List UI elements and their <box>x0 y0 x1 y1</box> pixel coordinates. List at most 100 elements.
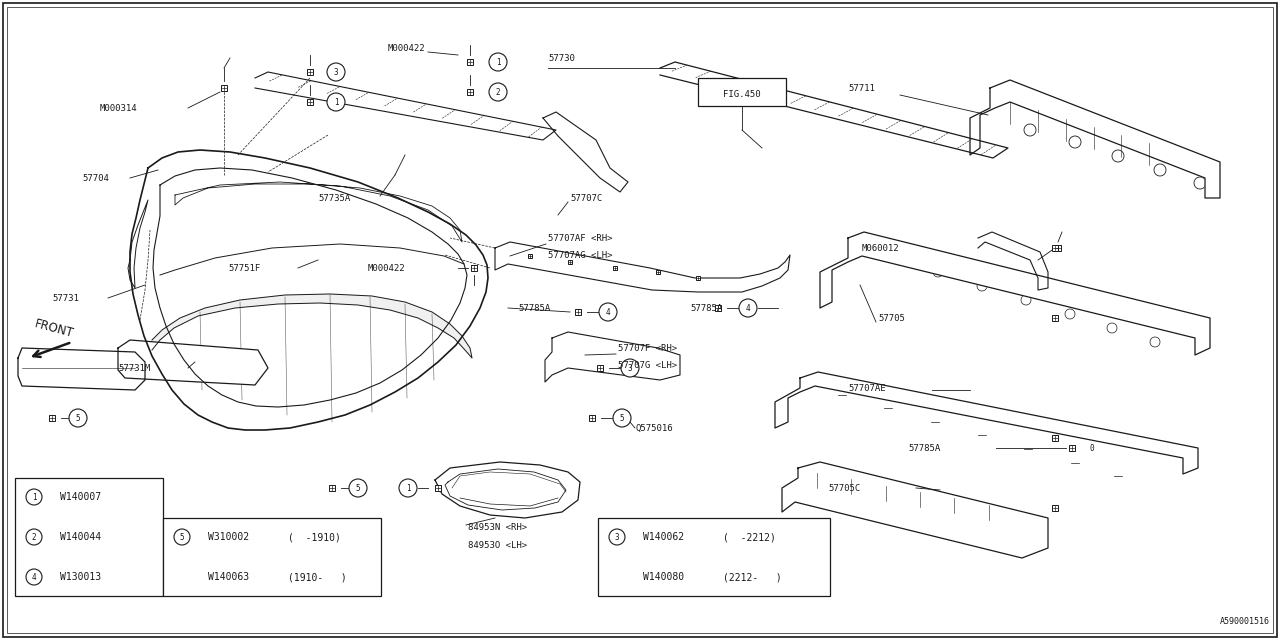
Bar <box>15 478 163 596</box>
Bar <box>575 309 581 315</box>
Polygon shape <box>131 150 488 430</box>
Bar <box>1052 316 1057 321</box>
Text: 1: 1 <box>406 483 411 493</box>
Text: 1: 1 <box>32 493 36 502</box>
Bar <box>435 485 440 491</box>
Circle shape <box>326 93 346 111</box>
Bar <box>1052 435 1057 441</box>
Bar <box>50 415 55 420</box>
Bar <box>598 518 829 596</box>
Text: 4: 4 <box>746 303 750 312</box>
Text: 5: 5 <box>179 532 184 541</box>
Text: 57735A: 57735A <box>317 193 351 202</box>
Text: 3: 3 <box>334 67 338 77</box>
Circle shape <box>174 529 189 545</box>
Circle shape <box>26 489 42 505</box>
Polygon shape <box>255 72 556 140</box>
Bar <box>307 99 314 105</box>
Text: (2212-   ): (2212- ) <box>723 572 782 582</box>
Text: FIG.450: FIG.450 <box>723 90 760 99</box>
Polygon shape <box>435 462 580 518</box>
Polygon shape <box>774 372 1198 474</box>
Bar <box>1055 245 1061 251</box>
Polygon shape <box>152 294 472 358</box>
Text: FRONT: FRONT <box>33 317 74 340</box>
Bar <box>613 266 617 270</box>
Text: 57707AG <LH>: 57707AG <LH> <box>548 250 613 259</box>
Text: 1: 1 <box>495 58 500 67</box>
Circle shape <box>739 299 756 317</box>
Text: 1: 1 <box>334 97 338 106</box>
Text: W130013: W130013 <box>60 572 101 582</box>
Bar <box>698 78 786 106</box>
Polygon shape <box>495 242 790 292</box>
Polygon shape <box>118 340 268 385</box>
Text: (1910-   ): (1910- ) <box>288 572 347 582</box>
Text: 57707AF <RH>: 57707AF <RH> <box>548 234 613 243</box>
Text: 57705: 57705 <box>878 314 905 323</box>
Bar <box>163 518 381 596</box>
Text: M060012: M060012 <box>861 243 900 253</box>
Text: 5: 5 <box>356 483 360 493</box>
Bar <box>589 415 595 420</box>
Bar <box>471 265 477 271</box>
Bar <box>329 485 334 491</box>
Text: 57705C: 57705C <box>828 483 860 493</box>
Polygon shape <box>18 348 145 390</box>
Polygon shape <box>660 62 1009 158</box>
Circle shape <box>489 83 507 101</box>
Text: 3: 3 <box>627 364 632 372</box>
Bar <box>1069 445 1075 451</box>
Polygon shape <box>543 112 628 192</box>
Text: M000314: M000314 <box>100 104 138 113</box>
Text: 57707F <RH>: 57707F <RH> <box>618 344 677 353</box>
Polygon shape <box>782 462 1048 558</box>
Text: 57731: 57731 <box>52 294 79 303</box>
Bar <box>598 365 603 371</box>
Circle shape <box>599 303 617 321</box>
Bar <box>568 260 572 264</box>
Text: (  -1910): ( -1910) <box>288 532 340 542</box>
Bar <box>655 269 660 275</box>
Text: W140007: W140007 <box>60 492 101 502</box>
Polygon shape <box>970 80 1220 198</box>
Text: 2: 2 <box>32 532 36 541</box>
Circle shape <box>609 529 625 545</box>
Circle shape <box>26 569 42 585</box>
Circle shape <box>69 409 87 427</box>
Text: 4: 4 <box>605 307 611 317</box>
Text: 57785A: 57785A <box>690 303 722 312</box>
Text: 5: 5 <box>76 413 81 422</box>
Text: 0: 0 <box>1089 444 1094 452</box>
Text: W140063: W140063 <box>209 572 250 582</box>
Text: 84953O <LH>: 84953O <LH> <box>468 541 527 550</box>
Text: 57711: 57711 <box>849 83 874 93</box>
Text: 3: 3 <box>614 532 620 541</box>
Text: (  -2212): ( -2212) <box>723 532 776 542</box>
Bar <box>716 305 721 310</box>
Bar <box>221 85 227 91</box>
Text: M000422: M000422 <box>388 44 426 52</box>
Circle shape <box>621 359 639 377</box>
Text: W140044: W140044 <box>60 532 101 542</box>
Text: 57707C: 57707C <box>570 193 603 202</box>
Text: 57730: 57730 <box>548 54 575 63</box>
Bar <box>307 69 314 75</box>
Text: 57707G <LH>: 57707G <LH> <box>618 360 677 369</box>
Bar <box>467 59 474 65</box>
Circle shape <box>399 479 417 497</box>
Text: 57751F: 57751F <box>228 264 260 273</box>
Text: 57704: 57704 <box>82 173 109 182</box>
Bar <box>696 276 700 280</box>
Circle shape <box>26 529 42 545</box>
Text: 5: 5 <box>620 413 625 422</box>
Text: 57731M: 57731M <box>118 364 150 372</box>
Text: 57785A: 57785A <box>518 303 550 312</box>
Bar <box>467 89 474 95</box>
Polygon shape <box>545 332 680 382</box>
Text: W140062: W140062 <box>643 532 684 542</box>
Bar <box>1052 506 1057 511</box>
Bar <box>1052 245 1057 251</box>
Polygon shape <box>820 232 1210 355</box>
Circle shape <box>326 63 346 81</box>
